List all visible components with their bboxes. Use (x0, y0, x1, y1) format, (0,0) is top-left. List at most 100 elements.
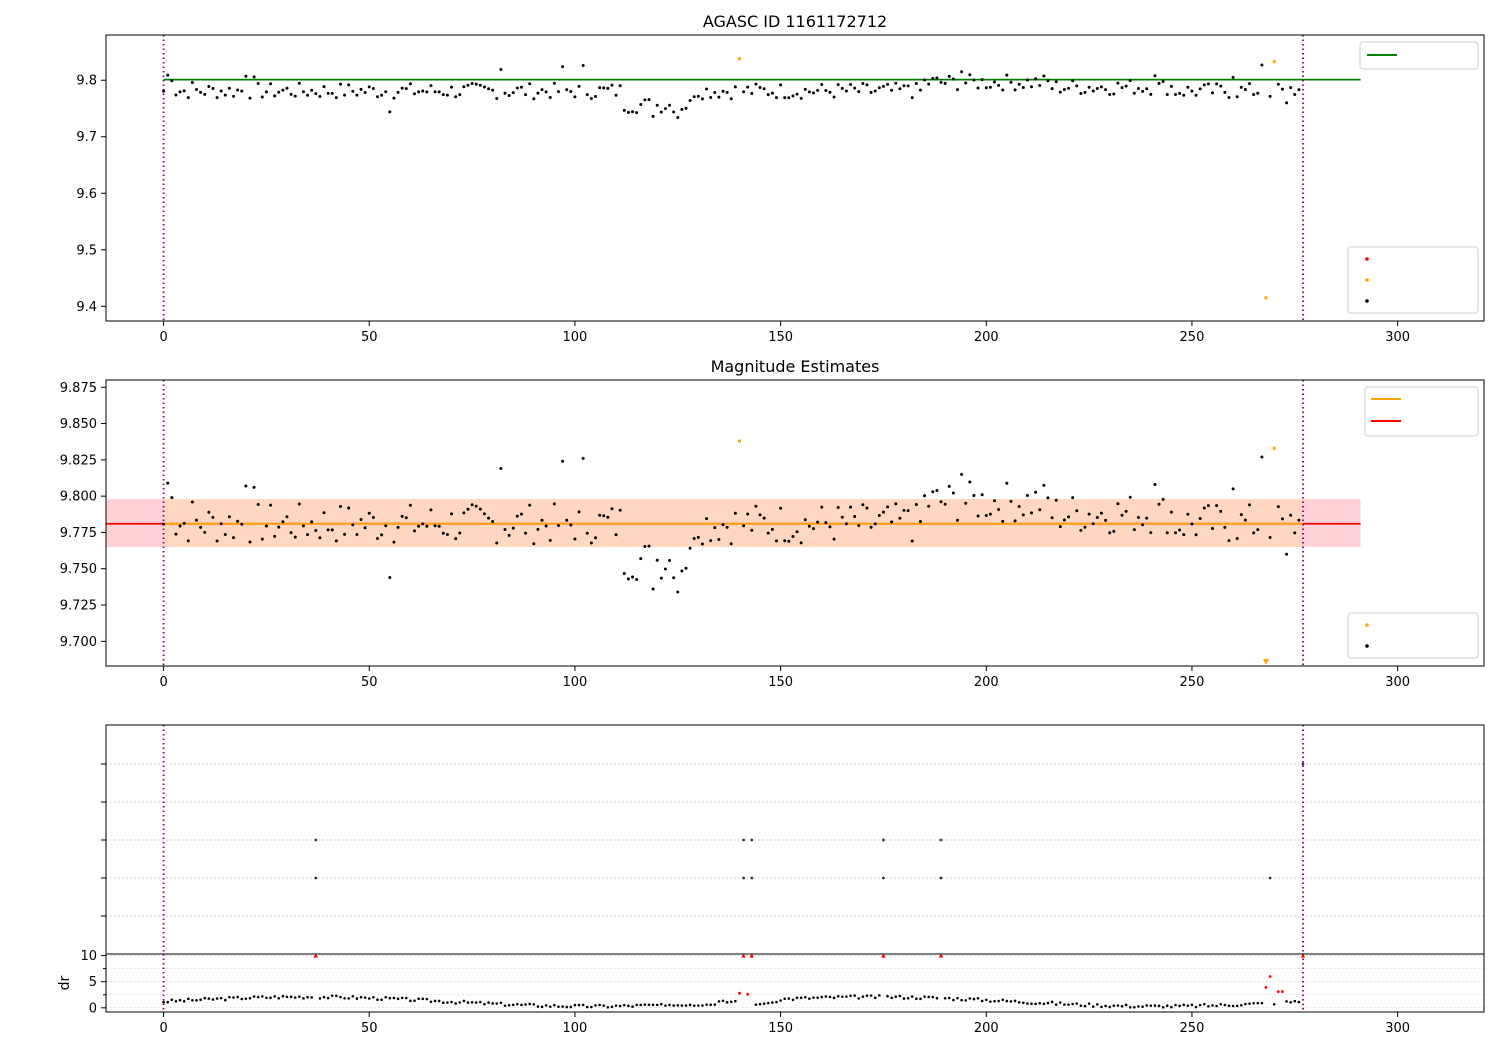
ok-point (803, 87, 807, 91)
ok-point (330, 91, 334, 95)
ok-point (1025, 78, 1029, 82)
ok-point (306, 533, 310, 537)
ok-point (478, 507, 482, 511)
y-tick-label: 9.4 (76, 300, 97, 315)
ok-point (787, 96, 791, 100)
ok-point (984, 513, 988, 517)
ok-point (219, 522, 223, 526)
dr-point (516, 1002, 519, 1006)
ok-point (635, 577, 639, 581)
dr-point (1034, 1002, 1037, 1006)
ok-point (326, 91, 330, 95)
dr-point (643, 1003, 647, 1006)
dr-point (458, 1001, 462, 1004)
dr-point (507, 1003, 511, 1007)
dr-point (528, 1002, 531, 1006)
dr-point (293, 996, 297, 999)
flag-point (1268, 876, 1272, 880)
dr-point (367, 997, 371, 1000)
ok-point (1042, 483, 1046, 487)
ok-point (367, 85, 371, 89)
ok-point (939, 80, 943, 84)
ok-point (215, 539, 219, 543)
ok-point (1268, 94, 1272, 98)
ok-point (1145, 87, 1149, 91)
ok-point (865, 506, 869, 510)
ok-point (832, 537, 836, 541)
dr-point (660, 1002, 663, 1006)
ok-point (482, 512, 486, 516)
ok-point (310, 520, 314, 524)
ok-point (178, 90, 182, 94)
dr-point (614, 1004, 618, 1007)
ok-point (1194, 533, 1198, 537)
dr-point (960, 998, 963, 1002)
flag-point (742, 838, 745, 842)
ok-point (754, 504, 758, 508)
dr-point (1083, 1004, 1087, 1008)
ok-point (561, 65, 565, 69)
ok-point (552, 81, 556, 85)
ok-point (643, 98, 647, 102)
ok-point (779, 506, 783, 510)
ok-point (1079, 92, 1083, 96)
y-tick-label: 9.700 (60, 635, 97, 650)
ok-point (1058, 525, 1062, 529)
dr-point (306, 995, 309, 999)
ok-point (807, 90, 811, 94)
ok-point (1223, 90, 1227, 94)
dr-point (853, 994, 856, 997)
dr-point (347, 997, 350, 1000)
ok-point (511, 526, 515, 530)
ok-point (758, 513, 762, 517)
ok-point (577, 84, 581, 88)
dr-point (322, 995, 326, 999)
dr-point (1079, 1004, 1083, 1008)
ok-point (359, 518, 363, 522)
ok-point (832, 95, 836, 99)
ok-point (762, 516, 766, 520)
ok-point (227, 86, 231, 90)
dr-point (622, 1003, 626, 1007)
ok-point (207, 510, 211, 514)
ok-point (631, 575, 635, 579)
dr-point (869, 994, 873, 997)
axes-frame (105, 379, 1485, 667)
ok-point (1058, 90, 1062, 94)
ok-point (1067, 86, 1071, 90)
ok-point (310, 88, 314, 92)
ok-point (602, 514, 606, 518)
dr-point (808, 997, 811, 1000)
ok-point (565, 518, 569, 522)
ok-point (828, 525, 832, 529)
ok-point (1169, 84, 1173, 88)
dr-point (520, 1003, 523, 1007)
dr-point (886, 994, 889, 998)
dr-point (1165, 1004, 1169, 1008)
ok-point (746, 512, 750, 516)
dr-point (581, 1003, 585, 1007)
dr-point-not-ok (1268, 975, 1272, 978)
ok-point (840, 515, 844, 519)
ok-point (314, 529, 318, 533)
dr-point (1059, 1001, 1062, 1004)
dr-point (1235, 1004, 1239, 1008)
ok-point (1046, 79, 1050, 83)
ok-point (1178, 91, 1182, 95)
y-tick-label: 9.800 (60, 490, 97, 505)
dr-point (211, 998, 215, 1001)
ok-point (462, 511, 466, 515)
dr-point (1190, 1003, 1194, 1007)
ok-point (515, 86, 519, 90)
ok-point (993, 499, 997, 503)
ok-point (536, 527, 540, 531)
dr-point (1170, 1005, 1173, 1009)
ok-point (269, 503, 273, 507)
ok-point (709, 539, 713, 543)
ok-point (791, 94, 795, 98)
dr-point (384, 995, 388, 999)
ok-point (861, 82, 865, 86)
ok-point (548, 95, 552, 99)
flag-point (939, 876, 943, 880)
ok-point (1153, 74, 1157, 78)
